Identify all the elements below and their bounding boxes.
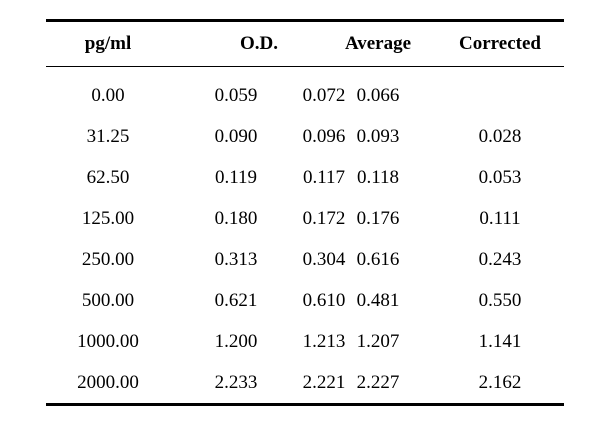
table-header-rule (46, 66, 564, 67)
cell-od-1: 0.313 (214, 248, 258, 270)
cell-average: 1.207 (356, 330, 400, 352)
table-top-rule (46, 19, 564, 22)
cell-corrected: 0.053 (478, 166, 522, 188)
cell-od-1: 0.090 (214, 125, 258, 147)
cell-corrected: 2.162 (478, 371, 522, 393)
table-row: 1000.00 1.200 1.213 1.207 1.141 (46, 321, 564, 362)
table-body: 0.00 0.059 0.072 0.066 31.25 0.090 0.096… (46, 75, 564, 403)
cell-od-1: 1.200 (214, 330, 258, 352)
cell-corrected: 0.028 (478, 125, 522, 147)
cell-pg-ml: 0.00 (91, 84, 125, 106)
cell-average: 0.093 (356, 125, 400, 147)
cell-od-1: 0.059 (214, 84, 258, 106)
header-pg-ml: pg/ml (84, 33, 132, 54)
cell-average: 2.227 (356, 371, 400, 393)
cell-average: 0.481 (356, 289, 400, 311)
table-row: 125.00 0.180 0.172 0.176 0.111 (46, 198, 564, 239)
table-row: 62.50 0.119 0.117 0.118 0.053 (46, 157, 564, 198)
cell-od-2: 0.072 (302, 84, 346, 106)
header-od: O.D. (240, 33, 278, 54)
cell-od-2: 0.096 (302, 125, 346, 147)
cell-corrected (450, 75, 550, 116)
cell-pg-ml: 31.25 (86, 125, 130, 147)
header-average: Average (344, 33, 412, 54)
cell-od-2: 0.172 (302, 207, 346, 229)
cell-od-2: 2.221 (302, 371, 346, 393)
cell-average: 0.118 (356, 166, 400, 188)
table-row: 500.00 0.621 0.610 0.481 0.550 (46, 280, 564, 321)
cell-average: 0.616 (356, 248, 400, 270)
cell-od-1: 0.621 (214, 289, 258, 311)
cell-pg-ml: 1000.00 (77, 330, 139, 352)
cell-pg-ml: 500.00 (81, 289, 135, 311)
table-row: 2000.00 2.233 2.221 2.227 2.162 (46, 362, 564, 403)
cell-average: 0.176 (356, 207, 400, 229)
cell-pg-ml: 62.50 (86, 166, 130, 188)
standard-curve-table: pg/ml O.D. Average Corrected 0.00 0.059 … (46, 19, 564, 406)
cell-pg-ml: 125.00 (81, 207, 135, 229)
cell-corrected: 0.111 (479, 207, 521, 229)
cell-od-1: 2.233 (214, 371, 258, 393)
cell-od-2: 0.610 (302, 289, 346, 311)
cell-corrected: 1.141 (478, 330, 522, 352)
table-row: 0.00 0.059 0.072 0.066 (46, 75, 564, 116)
cell-od-2: 1.213 (302, 330, 346, 352)
cell-od-1: 0.119 (214, 166, 258, 188)
table-header-row: pg/ml O.D. Average Corrected (46, 22, 564, 66)
cell-corrected: 0.550 (478, 289, 522, 311)
header-corrected: Corrected (459, 33, 541, 54)
cell-od-2: 0.304 (302, 248, 346, 270)
cell-pg-ml: 250.00 (81, 248, 135, 270)
cell-od-1: 0.180 (214, 207, 258, 229)
cell-pg-ml: 2000.00 (77, 371, 139, 393)
cell-average: 0.066 (356, 84, 400, 106)
table-row: 250.00 0.313 0.304 0.616 0.243 (46, 239, 564, 280)
table-bottom-rule (46, 403, 564, 406)
cell-od-2: 0.117 (302, 166, 346, 188)
cell-corrected: 0.243 (478, 248, 522, 270)
table-row: 31.25 0.090 0.096 0.093 0.028 (46, 116, 564, 157)
